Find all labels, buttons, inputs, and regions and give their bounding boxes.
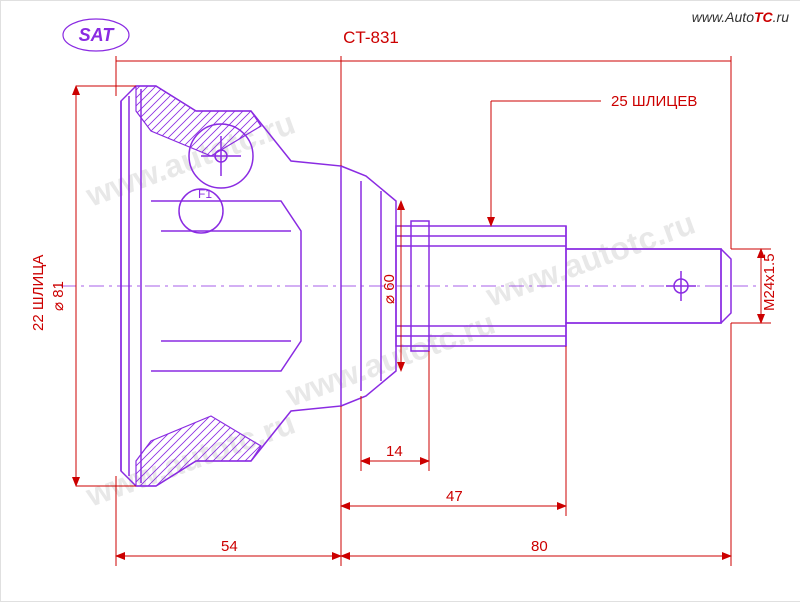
url-highlight: TC [754, 9, 773, 25]
logo-text: SAT [79, 25, 116, 45]
svg-text:54: 54 [221, 538, 238, 555]
svg-text:M24x1.5: M24x1.5 [761, 253, 778, 311]
svg-text:22 ШЛИЦА: 22 ШЛИЦА [30, 255, 47, 331]
url-suffix: .ru [773, 9, 789, 25]
drawing-canvas: www.autotc.ru www.autotc.ru www.autotc.r… [0, 0, 800, 602]
source-url: www.AutoTC.ru [692, 9, 789, 25]
svg-text:47: 47 [446, 488, 463, 505]
technical-drawing: F1 [1, 1, 800, 601]
svg-text:80: 80 [531, 538, 548, 555]
svg-text:CT-831: CT-831 [343, 28, 399, 47]
svg-text:⌀ 81: ⌀ 81 [50, 281, 67, 311]
svg-text:14: 14 [386, 443, 403, 460]
svg-text:⌀ 60: ⌀ 60 [381, 274, 398, 304]
url-prefix: www.Auto [692, 9, 754, 25]
svg-text:F1: F1 [198, 187, 212, 201]
svg-text:25 ШЛИЦЕВ: 25 ШЛИЦЕВ [611, 93, 697, 110]
